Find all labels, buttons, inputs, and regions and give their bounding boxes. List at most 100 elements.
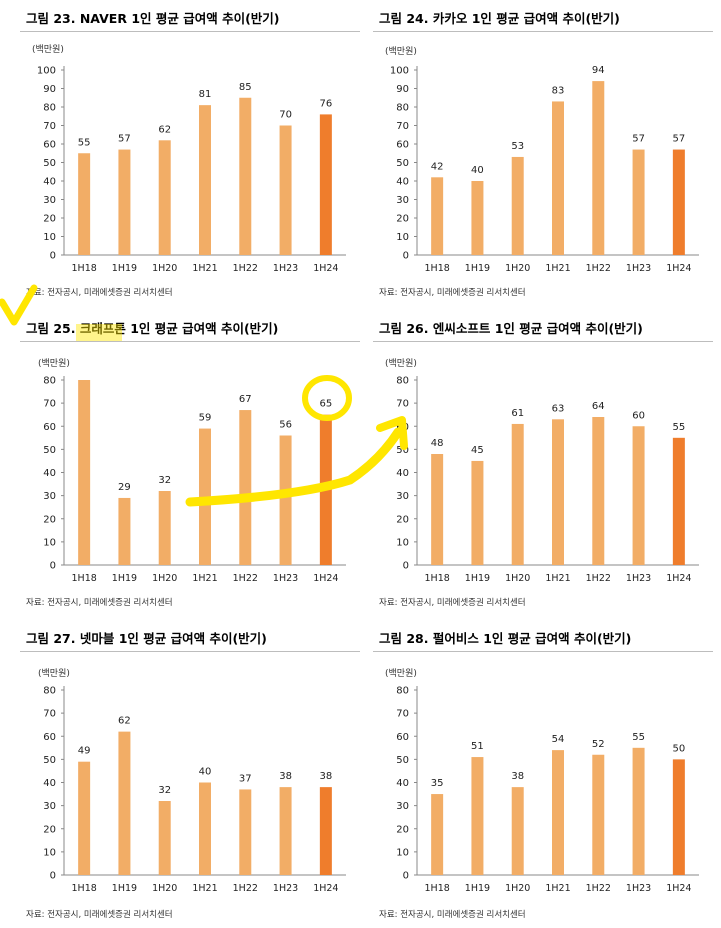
- y-tick-label: 70: [396, 121, 409, 132]
- unit-label: (백만원): [38, 669, 70, 679]
- x-tick-label: 1H18: [425, 263, 450, 274]
- bar: [431, 177, 444, 255]
- x-tick-label: 1H21: [192, 263, 217, 274]
- bar-value-label: 55: [632, 732, 645, 743]
- x-tick-label: 1H21: [192, 883, 217, 894]
- y-tick-label: 70: [396, 399, 409, 410]
- y-tick-label: 40: [43, 177, 56, 188]
- y-tick-label: 40: [396, 177, 409, 188]
- unit-label: (백만원): [385, 359, 417, 369]
- source-note: 자료: 전자공시, 미래에셋증권 리서치센터: [379, 598, 526, 608]
- chart-panel-netmarble: 그림 27. 넷마블 1인 평균 급여액 추이(반기) (백만원) 0 10 20 3…: [20, 628, 360, 928]
- y-tick-label: 60: [43, 140, 56, 151]
- x-tick-label: 1H20: [152, 263, 177, 274]
- bar: [239, 410, 252, 565]
- bar: [118, 731, 131, 875]
- x-tick-label: 1H24: [666, 573, 691, 584]
- y-tick-label: 60: [396, 732, 409, 743]
- x-tick-label: 1H18: [425, 573, 450, 584]
- x-tick-label: 1H23: [626, 263, 651, 274]
- y-tick-label: 90: [43, 84, 56, 95]
- bar-chart: 0 10 20 30 40 50 60 70 80 49 1H18 62 1H19 32 1H20 40 1H2…: [43, 686, 346, 894]
- bar-chart: 0 10 20 30 40 50 60 70 80 90 100 42 1H18 40 1H19 53 1H20…: [390, 65, 699, 274]
- x-tick-label: 1H22: [233, 573, 258, 584]
- x-tick-label: 1H18: [72, 883, 97, 894]
- y-tick-label: 80: [396, 103, 409, 114]
- bar-value-label: 60: [632, 410, 645, 421]
- x-tick-label: 1H18: [72, 263, 97, 274]
- source-note: 자료: 전자공시, 미래에셋증권 리서치센터: [379, 288, 526, 298]
- y-tick-label: 70: [43, 399, 56, 410]
- bar-value-label: 50: [672, 743, 685, 754]
- y-tick-label: 30: [396, 801, 409, 812]
- bar: [78, 153, 91, 255]
- y-tick-label: 100: [37, 66, 56, 77]
- y-tick-label: 70: [43, 121, 56, 132]
- bar: [118, 497, 131, 565]
- y-tick-label: 20: [43, 514, 56, 525]
- bar: [592, 754, 605, 875]
- bar-value-label: 83: [552, 85, 565, 96]
- y-tick-label: 50: [396, 158, 409, 169]
- bar: [552, 750, 564, 875]
- y-tick-label: 20: [396, 514, 409, 525]
- chart-panel-kakao: 그림 24. 카카오 1인 평균 급여액 추이(반기) (백만원) 0 10 20 3…: [373, 8, 713, 308]
- bar-value-label: 57: [118, 134, 131, 145]
- bar-value-label: 62: [118, 716, 131, 727]
- bar-value-label: 51: [471, 741, 484, 752]
- bar-value-label: 64: [592, 401, 605, 412]
- x-tick-label: 1H18: [425, 883, 450, 894]
- bar-value-label: 53: [511, 141, 524, 152]
- y-tick-label: 0: [50, 871, 56, 882]
- y-tick-label: 0: [403, 251, 409, 262]
- y-tick-label: 40: [43, 468, 56, 479]
- bar: [158, 491, 171, 565]
- bar-value-label: 40: [199, 767, 212, 778]
- y-tick-label: 40: [396, 778, 409, 789]
- bar: [319, 414, 332, 565]
- chart-panel-pearlabyss: 그림 28. 펄어비스 1인 평균 급여액 추이(반기) (백만원) 0 10 20…: [373, 628, 713, 928]
- bar: [118, 149, 131, 255]
- x-tick-label: 1H23: [273, 263, 298, 274]
- x-tick-label: 1H22: [586, 573, 611, 584]
- bar: [511, 156, 524, 255]
- y-tick-label: 20: [396, 824, 409, 835]
- x-tick-label: 1H22: [586, 263, 611, 274]
- y-tick-label: 0: [403, 561, 409, 572]
- y-tick-label: 50: [43, 755, 56, 766]
- bar-value-label: 85: [239, 82, 252, 93]
- y-tick-label: 0: [50, 561, 56, 572]
- x-tick-label: 1H21: [192, 573, 217, 584]
- chart-title: 그림 26. 엔씨소프트 1인 평균 급여액 추이(반기): [373, 318, 713, 342]
- bar: [78, 761, 91, 875]
- x-tick-label: 1H22: [586, 883, 611, 894]
- y-tick-label: 60: [396, 422, 409, 433]
- source-note: 자료: 전자공시, 미래에셋증권 리서치센터: [26, 598, 173, 608]
- y-tick-label: 30: [43, 195, 56, 206]
- bar: [199, 782, 211, 875]
- chart-panel-krafton: 그림 25. 크래프톤 1인 평균 급여액 추이(반기) (백만원) 0 10 20…: [20, 318, 360, 618]
- unit-label: (백만원): [38, 359, 70, 369]
- chart-panel-naver: 그림 23. NAVER 1인 평균 급여액 추이(반기) (백만원) 0 10 2…: [20, 8, 360, 308]
- y-tick-label: 50: [43, 158, 56, 169]
- y-tick-label: 50: [396, 755, 409, 766]
- bar: [471, 460, 484, 565]
- x-tick-label: 1H19: [112, 263, 137, 274]
- x-tick-label: 1H21: [545, 573, 570, 584]
- bar: [431, 794, 444, 875]
- bar: [319, 787, 332, 875]
- bar-value-label: 52: [592, 739, 605, 750]
- x-tick-label: 1H24: [313, 883, 338, 894]
- bar-chart: 0 10 20 30 40 50 60 70 80 48 1H18 45 1H19 61 1H20 63 1H2…: [396, 376, 699, 584]
- bar: [78, 380, 91, 565]
- bar-value-label: 59: [199, 413, 212, 424]
- bar: [279, 435, 292, 565]
- bar-chart: 0 10 20 30 40 50 60 70 80 35 1H18 51 1H19 38 1H20 54 1H2…: [396, 686, 699, 894]
- bar: [632, 426, 645, 565]
- y-tick-label: 60: [396, 140, 409, 151]
- bar: [279, 125, 292, 255]
- y-tick-label: 0: [50, 251, 56, 262]
- x-tick-label: 1H24: [666, 263, 691, 274]
- bar-value-label: 48: [431, 438, 444, 449]
- x-tick-label: 1H20: [152, 573, 177, 584]
